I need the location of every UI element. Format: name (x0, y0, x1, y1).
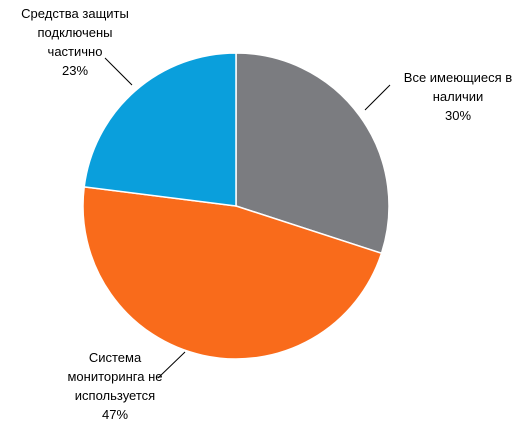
pie-slice (235, 52, 390, 255)
category-label: Средства защиты подключены частично (21, 6, 129, 59)
slice-label: Все имеющиеся в наличии 30% (396, 68, 520, 125)
category-label: Все имеющиеся в наличии (403, 70, 513, 104)
value-label: 30% (444, 108, 472, 123)
slice-label: Система мониторинга не используется 47% (55, 348, 175, 424)
pie-slice (83, 52, 237, 207)
slice-label: Средства защиты подключены частично 23% (10, 4, 140, 80)
category-label: Система мониторинга не используется (67, 350, 163, 403)
leader-line (104, 57, 133, 86)
value-label: 23% (61, 63, 89, 78)
pie-slice (82, 185, 383, 360)
leader-line (157, 351, 186, 379)
value-label: 47% (101, 407, 129, 422)
leader-line (364, 84, 391, 111)
